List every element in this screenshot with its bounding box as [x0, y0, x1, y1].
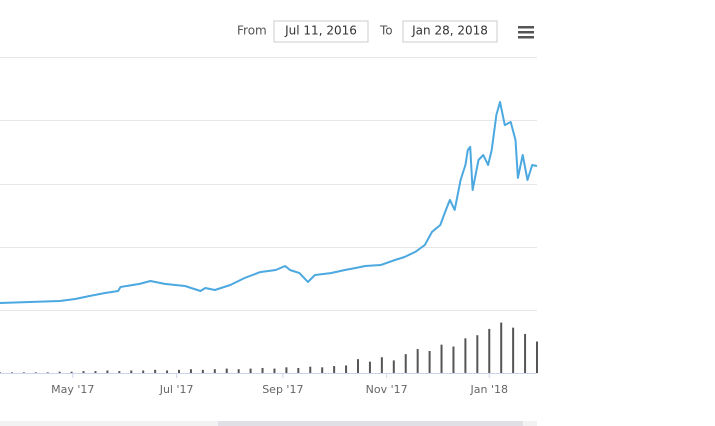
volume-bar	[416, 349, 419, 373]
volume-bar	[357, 359, 359, 373]
menu-bar	[518, 31, 534, 34]
volume-bar	[142, 370, 145, 373]
menu-bar	[518, 26, 534, 29]
volume-bar	[10, 372, 13, 373]
volume-bar	[452, 346, 455, 373]
volume-bar	[166, 370, 169, 373]
volume-bar	[46, 372, 49, 373]
to-value[interactable]: Jan 28, 2018	[411, 24, 488, 38]
volume-bar	[213, 369, 216, 373]
volume-bar	[201, 369, 204, 373]
menu-button[interactable]	[517, 23, 535, 41]
volume-bar	[0, 372, 1, 373]
volume-bar	[130, 370, 133, 373]
volume-bar	[488, 328, 491, 373]
volume-bar	[333, 366, 336, 373]
volume-bar	[512, 327, 515, 373]
volume-bar	[34, 372, 37, 373]
volume-bar	[237, 369, 240, 373]
volume-bar	[524, 333, 527, 373]
volume-bar	[70, 371, 73, 373]
volume-bar	[345, 365, 348, 373]
from-label: From	[237, 24, 267, 38]
volume-bar	[368, 361, 371, 373]
price-line	[0, 101, 538, 304]
to-label: To	[379, 24, 393, 38]
x-tick-label: Sep '17	[262, 383, 303, 396]
volume-bar	[225, 368, 228, 373]
volume-bar	[428, 350, 431, 373]
volume-bar	[22, 372, 25, 373]
volume-bar	[476, 335, 479, 373]
volume-bar	[94, 371, 97, 373]
volume-bar	[285, 367, 288, 373]
volume-bar	[500, 322, 503, 373]
x-tick-label: May '17	[51, 383, 94, 396]
volume-bar	[106, 370, 109, 373]
x-tick-label: Nov '17	[366, 383, 408, 396]
volume-bar	[261, 367, 264, 373]
x-tick-label: Jul '17	[159, 383, 194, 396]
volume-bar	[297, 367, 300, 373]
volume-bar	[189, 369, 192, 373]
volume-bar	[249, 368, 252, 373]
volume-bar	[380, 357, 383, 373]
x-tick-label: Jan '18	[470, 383, 508, 396]
volume-bar	[464, 338, 467, 373]
volume-bar	[118, 371, 121, 373]
volume-bar	[440, 344, 443, 373]
volume-bar	[58, 371, 61, 373]
volume-bar	[309, 366, 312, 373]
volume-bar	[536, 341, 538, 373]
volume-bar	[82, 371, 85, 373]
volume-bar	[178, 369, 180, 373]
volume-bar	[404, 354, 407, 373]
menu-bar	[518, 36, 534, 39]
volume-bar	[154, 369, 157, 373]
volume-bar	[273, 368, 276, 373]
volume-bar	[392, 360, 395, 373]
volume-bar	[321, 367, 324, 373]
from-input[interactable]	[273, 20, 369, 43]
to-input[interactable]	[402, 20, 498, 43]
from-value[interactable]: Jul 11, 2016	[284, 24, 357, 38]
navigator-scrollbar[interactable]	[218, 421, 523, 426]
